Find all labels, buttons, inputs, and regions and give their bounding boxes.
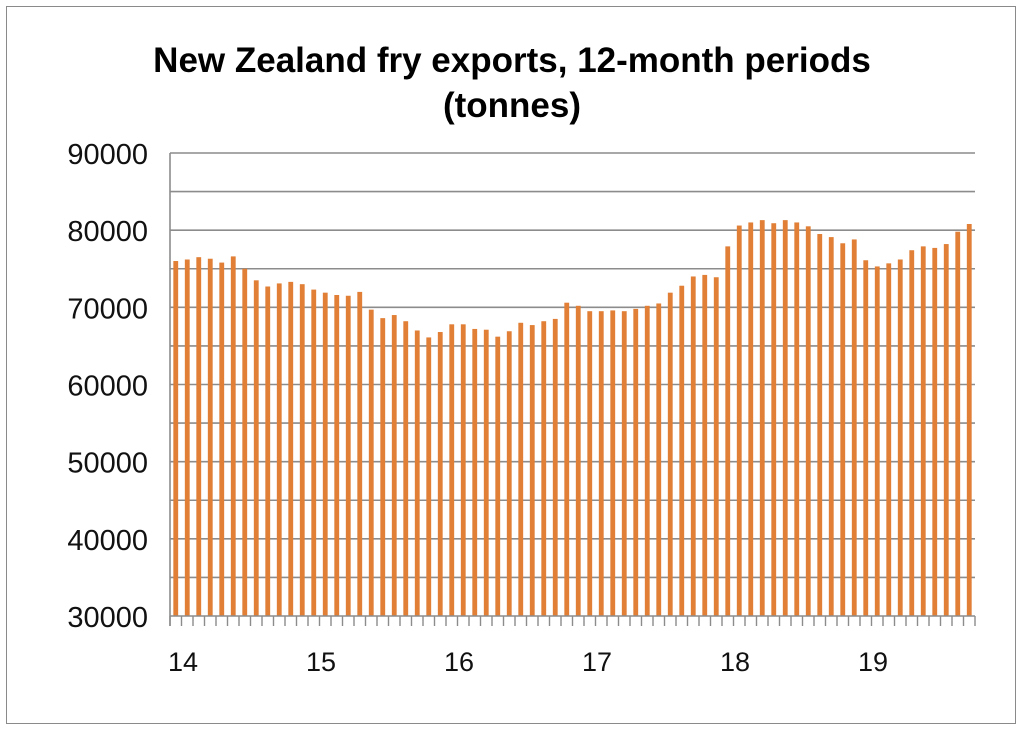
- bar: [506, 331, 512, 616]
- bar: [828, 237, 834, 617]
- bar: [242, 268, 248, 616]
- bar: [943, 244, 949, 616]
- bar: [633, 308, 639, 616]
- x-tick-label: 14: [168, 647, 198, 677]
- bar: [380, 318, 386, 616]
- bar: [276, 283, 282, 616]
- bar: [322, 292, 328, 616]
- bar: [334, 294, 340, 616]
- y-tick-label: 80000: [67, 216, 148, 248]
- chart-title: New Zealand fry exports, 12-month period…: [0, 38, 1024, 128]
- chart-title-line2: (tonnes): [442, 86, 582, 125]
- bar: [403, 321, 409, 616]
- bar: [897, 259, 903, 616]
- bar: [805, 226, 811, 616]
- y-tick-label: 90000: [67, 139, 148, 171]
- bar: [288, 281, 294, 616]
- bar: [495, 336, 501, 616]
- bar: [621, 311, 627, 616]
- bar: [265, 286, 271, 616]
- bar: [679, 285, 685, 616]
- bar: [173, 261, 179, 616]
- bar: [782, 220, 788, 616]
- bar: [299, 284, 305, 616]
- bar-series: [173, 220, 972, 617]
- bar: [920, 246, 926, 616]
- bar: [541, 321, 547, 616]
- bar: [644, 305, 650, 616]
- bar: [253, 280, 259, 616]
- bar: [966, 223, 972, 617]
- bar: [460, 324, 466, 616]
- bar: [368, 309, 374, 616]
- bar: [552, 318, 558, 616]
- bar: [357, 291, 363, 616]
- y-tick-labels: 90000 80000 70000 60000 50000 40000 30000: [67, 139, 148, 634]
- bar: [955, 231, 961, 616]
- bar: [449, 324, 455, 616]
- bar: [564, 302, 570, 616]
- x-tick-label: 18: [720, 647, 750, 677]
- bar: [886, 263, 892, 616]
- bar: [311, 289, 317, 616]
- y-tick-label: 70000: [67, 293, 148, 325]
- bar: [196, 257, 202, 616]
- bar: [230, 256, 236, 616]
- bar: [483, 329, 489, 616]
- bar: [725, 246, 731, 616]
- bar: [598, 311, 604, 616]
- bar: [863, 260, 869, 616]
- bar: [794, 222, 800, 616]
- y-tick-label: 50000: [67, 448, 148, 480]
- y-tick-label: 40000: [67, 525, 148, 557]
- bar: [219, 262, 225, 616]
- y-tick-label: 30000: [67, 602, 148, 634]
- x-tick-label: 16: [444, 647, 474, 677]
- bar: [736, 225, 742, 617]
- bar: [472, 328, 478, 616]
- bar: [667, 292, 673, 616]
- x-tick-label: 15: [306, 647, 336, 677]
- bar: [345, 295, 351, 616]
- x-tick-label: 19: [858, 647, 888, 677]
- bar: [851, 239, 857, 616]
- bar: [437, 332, 443, 616]
- bar: [748, 222, 754, 616]
- bar: [426, 337, 432, 616]
- x-tick-labels: 14 15 16 17 18 19: [168, 647, 888, 677]
- bar: [391, 315, 397, 616]
- bar: [184, 259, 190, 616]
- bar: [909, 250, 915, 617]
- bar: [771, 223, 777, 616]
- bar: [529, 325, 535, 616]
- bar: [610, 310, 616, 616]
- bar: [840, 243, 846, 616]
- x-tick-label: 17: [582, 647, 612, 677]
- bar: [759, 220, 765, 616]
- bar: [518, 322, 524, 616]
- bar: [414, 330, 420, 616]
- chart-title-line1: New Zealand fry exports, 12-month period…: [153, 41, 871, 80]
- bar: [575, 305, 581, 616]
- bar: [932, 247, 938, 616]
- bar: [690, 276, 696, 616]
- bar: [207, 258, 213, 616]
- bar: [656, 303, 662, 616]
- bar: [713, 277, 719, 616]
- bar: [817, 234, 823, 616]
- bar: [702, 274, 708, 616]
- bar: [587, 311, 593, 616]
- bar: [874, 266, 880, 616]
- y-tick-label: 60000: [67, 371, 148, 403]
- axes: [169, 153, 976, 626]
